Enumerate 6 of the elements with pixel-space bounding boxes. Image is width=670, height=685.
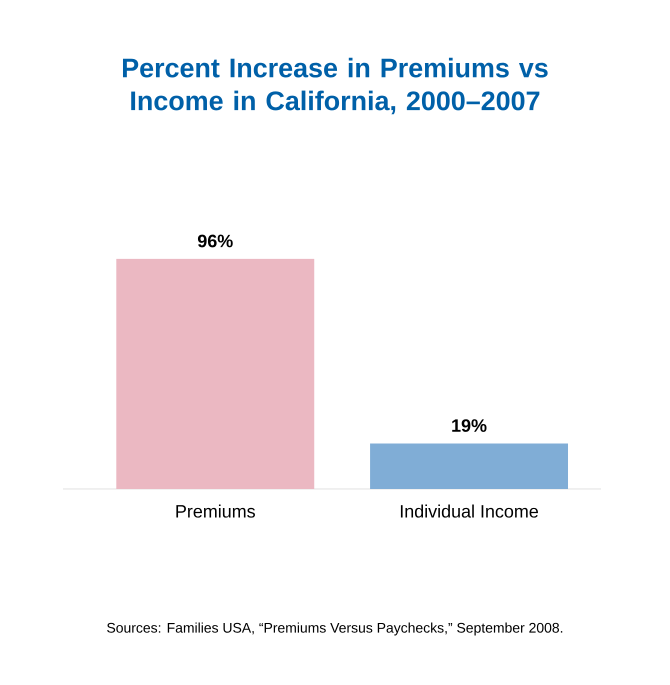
x-tick-label: Premiums bbox=[176, 504, 255, 518]
x-tick-label: Individual Income bbox=[400, 504, 538, 518]
data-label: 19% bbox=[452, 419, 487, 432]
chart-title: Percent Increase in Premiums vs Income in California, 2000–2007 bbox=[122, 58, 548, 114]
source-note: Sources: Families USA, “Premiums Versus Paychecks,” September 2008. bbox=[107, 622, 562, 636]
data-label: 96% bbox=[198, 234, 233, 248]
